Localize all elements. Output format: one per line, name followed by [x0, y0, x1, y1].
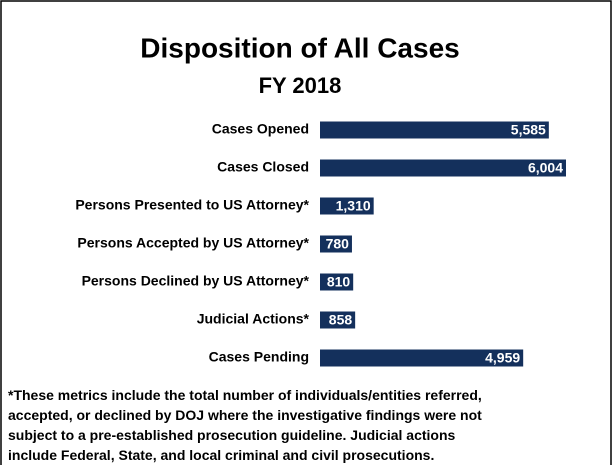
- value-label: 5,585: [511, 122, 546, 138]
- category-label: Judicial Actions*: [197, 311, 310, 327]
- value-label: 810: [327, 274, 351, 290]
- value-label: 1,310: [336, 198, 371, 214]
- category-label: Cases Pending: [209, 349, 309, 365]
- footnote: accepted, or declined by DOJ where the i…: [8, 407, 482, 423]
- bar: [320, 273, 354, 291]
- footnote: *These metrics include the total number …: [8, 387, 482, 403]
- footnote: include Federal, State, and local crimin…: [8, 447, 434, 463]
- category-label: Persons Accepted by US Attorney*: [77, 235, 309, 251]
- bar: [320, 311, 356, 329]
- chart-subtitle: FY 2018: [259, 73, 342, 98]
- value-label: 780: [326, 236, 350, 252]
- category-label: Cases Closed: [217, 159, 309, 175]
- value-label: 4,959: [485, 350, 520, 366]
- chart-title: Disposition of All Cases: [140, 32, 459, 63]
- footnote: subject to a pre-established prosecution…: [8, 427, 456, 443]
- category-label: Persons Presented to US Attorney*: [75, 197, 309, 213]
- category-label: Persons Declined by US Attorney*: [82, 273, 310, 289]
- bar: [320, 235, 352, 253]
- bar: [320, 197, 374, 215]
- value-label: 858: [329, 312, 353, 328]
- bar: [320, 159, 566, 177]
- value-label: 6,004: [528, 160, 563, 176]
- category-label: Cases Opened: [212, 121, 309, 137]
- bar: [320, 349, 524, 367]
- bar: [320, 121, 549, 139]
